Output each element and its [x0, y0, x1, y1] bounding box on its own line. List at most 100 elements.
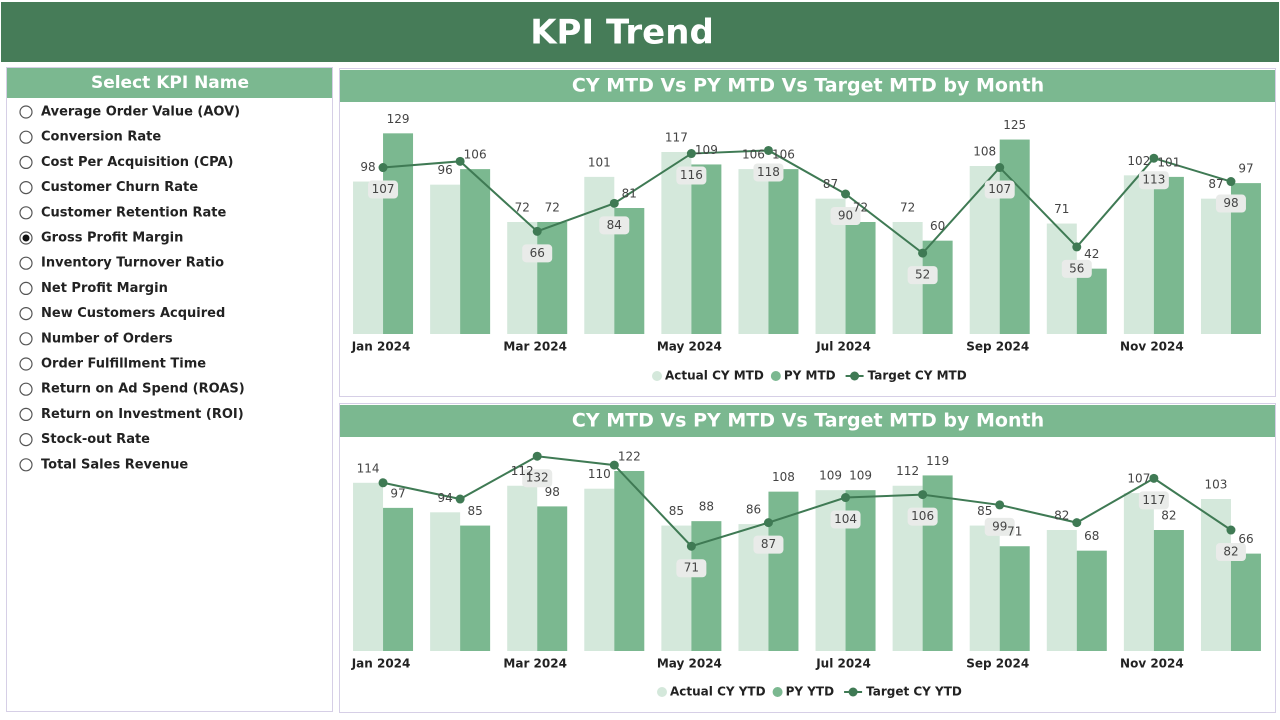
- line-point: [1149, 473, 1159, 483]
- slicer-item[interactable]: New Customers Acquired: [41, 306, 225, 321]
- data-label-box: [984, 180, 1015, 199]
- bar: [999, 546, 1030, 651]
- slicer-item[interactable]: Return on Investment (ROI): [41, 407, 244, 422]
- bar: [738, 169, 769, 334]
- data-label: 66: [1238, 532, 1253, 546]
- slicer-item[interactable]: Number of Orders: [41, 331, 173, 346]
- data-label-box: [1215, 543, 1246, 562]
- line-point: [532, 226, 542, 236]
- data-label: 122: [618, 449, 641, 463]
- bar: [1076, 550, 1107, 651]
- data-label: 85: [467, 504, 482, 518]
- slicer-item[interactable]: Order Fulfillment Time: [41, 357, 206, 372]
- data-label: 119: [926, 454, 949, 468]
- data-label-box: [984, 517, 1015, 536]
- radio-button[interactable]: [19, 332, 33, 346]
- radio-button[interactable]: [19, 181, 33, 195]
- radio-button[interactable]: [19, 382, 33, 396]
- radio-button[interactable]: [19, 407, 33, 421]
- x-tick-label: Nov 2024: [1120, 657, 1184, 671]
- legend-marker: [770, 371, 781, 381]
- line-point: [995, 163, 1005, 173]
- chart-header: [340, 70, 1275, 102]
- data-label: 106: [911, 509, 934, 523]
- data-label: 101: [588, 155, 611, 169]
- line: [382, 455, 1232, 548]
- data-label: 82: [1054, 509, 1069, 523]
- slicer-item[interactable]: Total Sales Revenue: [41, 457, 188, 472]
- radio-button[interactable]: [19, 155, 33, 169]
- data-label: 103: [1205, 478, 1228, 492]
- data-label: 125: [1003, 118, 1026, 132]
- data-label: 88: [699, 500, 714, 514]
- data-label: 42: [1084, 247, 1099, 261]
- radio-button[interactable]: [19, 206, 33, 220]
- data-label: 118: [757, 165, 780, 179]
- data-label: 85: [977, 504, 992, 518]
- header-bar: [1, 2, 1279, 62]
- data-label: 98: [360, 160, 375, 174]
- slicer-item[interactable]: Conversion Rate: [41, 130, 161, 145]
- line-point: [841, 493, 851, 503]
- bar: [460, 525, 491, 651]
- data-label: 98: [1223, 196, 1238, 210]
- data-label: 97: [390, 486, 405, 500]
- line-point: [763, 518, 773, 528]
- data-label: 86: [746, 503, 761, 517]
- bar: [1153, 530, 1184, 651]
- data-label: 56: [1069, 261, 1084, 275]
- slicer-item[interactable]: Net Profit Margin: [41, 281, 168, 296]
- data-label: 71: [684, 561, 699, 575]
- slicer-item[interactable]: Stock-out Rate: [41, 432, 150, 447]
- radio-button[interactable]: [19, 256, 33, 270]
- bar: [922, 475, 953, 651]
- data-label: 71: [1007, 525, 1022, 539]
- radio-button[interactable]: [19, 458, 33, 472]
- bar: [999, 139, 1030, 334]
- data-label: 102: [1127, 154, 1150, 168]
- slicer-item[interactable]: Customer Retention Rate: [41, 205, 226, 220]
- radio-button[interactable]: [19, 433, 33, 447]
- slicer-item[interactable]: Average Order Value (AOV): [41, 105, 240, 120]
- data-label-box: [522, 469, 553, 488]
- radio-button[interactable]: [19, 281, 33, 295]
- line-point: [1149, 153, 1159, 163]
- slicer-item[interactable]: Inventory Turnover Ratio: [41, 256, 224, 271]
- data-label: 99: [992, 519, 1007, 533]
- bar: [1123, 175, 1154, 334]
- line-point: [686, 541, 696, 551]
- line-point: [686, 149, 696, 159]
- legend-marker: [772, 687, 783, 697]
- bar: [691, 164, 722, 334]
- data-label: 113: [1142, 173, 1165, 187]
- chart-panel: [339, 68, 1276, 397]
- x-tick-label: Mar 2024: [503, 657, 567, 671]
- x-tick-label: Jul 2024: [815, 340, 871, 354]
- legend-label: Actual CY YTD: [670, 685, 766, 699]
- slicer-item[interactable]: Cost Per Acquisition (CPA): [41, 155, 233, 170]
- radio-button[interactable]: [19, 130, 33, 144]
- line-point: [1072, 242, 1082, 252]
- data-label: 107: [988, 182, 1011, 196]
- radio-button[interactable]: [19, 105, 33, 119]
- data-label: 101: [1157, 155, 1180, 169]
- legend-marker: [850, 371, 860, 381]
- line-point: [1226, 177, 1236, 187]
- data-label: 90: [838, 209, 853, 223]
- slicer-item[interactable]: Return on Ad Spend (ROAS): [41, 382, 245, 397]
- data-label: 112: [511, 464, 534, 478]
- radio-button[interactable]: [19, 357, 33, 371]
- slicer-item[interactable]: Customer Churn Rate: [41, 180, 198, 195]
- data-label: 107: [1127, 472, 1150, 486]
- bar: [1046, 223, 1077, 334]
- slicer-item[interactable]: Gross Profit Margin: [41, 231, 183, 246]
- data-label: 71: [1054, 202, 1069, 216]
- x-tick-label: Jul 2024: [815, 657, 871, 671]
- bar: [768, 491, 799, 651]
- data-label: 72: [900, 201, 915, 215]
- data-label-box: [1138, 491, 1169, 510]
- radio-button[interactable]: [19, 307, 33, 321]
- data-label-box: [676, 559, 707, 578]
- data-label: 106: [742, 148, 765, 162]
- slicer-title: Select KPI Name: [91, 73, 249, 93]
